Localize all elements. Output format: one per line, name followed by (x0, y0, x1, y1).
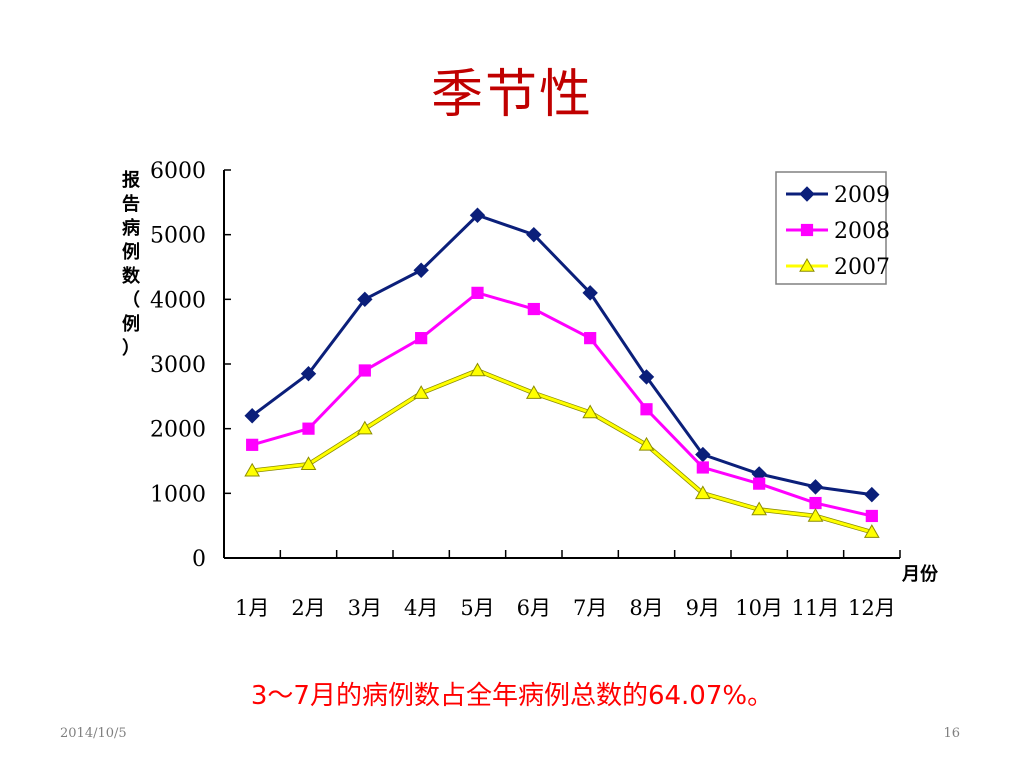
data-point-diamond (582, 285, 598, 301)
x-tick-label: 7月 (573, 596, 607, 620)
x-tick-label: 3月 (348, 596, 382, 620)
page-number: 16 (943, 726, 960, 741)
data-point-triangle (638, 436, 655, 451)
data-point-diamond (526, 226, 542, 243)
footer-date: 2014/10/5 (60, 726, 127, 741)
series-line (251, 368, 873, 534)
data-point-triangle (300, 456, 317, 470)
data-point-square (415, 332, 428, 345)
x-ticks: 1月 2月 3月 4月 5月 6月 7月 8月 9月 10月 11月 12月 (223, 550, 901, 620)
x-tick-label: 8月 (629, 596, 663, 620)
data-point-square (800, 223, 814, 237)
data-point-triangle (694, 485, 711, 500)
data-point-triangle (244, 462, 261, 477)
y-axis-title-char: ） (122, 338, 140, 359)
data-point-triangle (751, 501, 768, 516)
y-tick-label: 3000 (150, 353, 206, 378)
data-point-square (640, 403, 653, 416)
x-axis-title: 月份 (901, 563, 939, 585)
data-point-square (527, 302, 540, 316)
data-point-diamond (799, 186, 815, 202)
y-axis-title-char: 例 (122, 241, 140, 263)
x-tick-label: 2月 (291, 596, 325, 620)
data-point-diamond (469, 207, 486, 223)
data-point-triangle (356, 420, 373, 435)
x-tick-label: 4月 (404, 596, 438, 620)
y-axis-title-char: 病 (122, 217, 140, 239)
slide-title: 季节性 (430, 65, 593, 125)
data-point-diamond (357, 291, 373, 308)
data-point-square (753, 477, 766, 490)
data-point-diamond (413, 262, 429, 278)
legend: 2009 2008 2007 (775, 171, 890, 285)
data-point-triangle (525, 385, 542, 399)
data-point-diamond (864, 486, 880, 503)
data-point-diamond (300, 365, 317, 382)
data-point-square (584, 332, 597, 345)
data-point-square (809, 496, 822, 510)
x-tick-label: 11月 (792, 596, 840, 620)
y-axis-title-char: 告 (122, 193, 140, 215)
legend-label: 2007 (834, 255, 890, 280)
y-axis-title-char: 报 (122, 169, 140, 191)
legend-label: 2009 (834, 183, 890, 208)
legend-label: 2008 (834, 219, 890, 244)
y-tick-label: 2000 (150, 418, 206, 443)
x-tick-label: 1月 (235, 596, 269, 620)
x-tick-label: 10月 (735, 596, 783, 620)
data-point-square (302, 422, 315, 435)
data-point-diamond (807, 479, 824, 495)
data-point-diamond (638, 369, 655, 385)
x-tick-label: 6月 (517, 596, 551, 620)
y-axis-title-char: 例 (122, 313, 140, 335)
data-point-triangle (469, 362, 486, 377)
series-2009 (244, 207, 880, 503)
data-point-square (358, 364, 371, 377)
series-2007 (244, 362, 880, 538)
y-tick-label: 6000 (150, 159, 206, 184)
y-tick-label: 4000 (150, 288, 206, 313)
series-line (251, 213, 873, 497)
data-point-square (865, 509, 878, 523)
series-line (251, 291, 873, 518)
data-point-diamond (244, 408, 260, 424)
data-point-triangle (582, 404, 599, 419)
x-tick-label: 5月 (460, 596, 494, 620)
y-tick-label: 0 (192, 547, 206, 572)
y-tick-label: 1000 (150, 482, 206, 507)
data-point-triangle (807, 507, 824, 522)
series-2008 (246, 286, 878, 523)
y-axis-title-char: （ (122, 290, 140, 311)
data-point-square (696, 461, 709, 474)
data-point-triangle (799, 257, 815, 272)
x-tick-label: 9月 (686, 596, 720, 620)
y-ticks: 0 1000 2000 3000 4000 5000 6000 (150, 159, 231, 572)
data-point-triangle (863, 524, 880, 538)
series-line-outline (251, 368, 873, 535)
data-point-square (246, 438, 259, 451)
series-layer (244, 207, 880, 538)
y-tick-label: 5000 (150, 224, 206, 249)
caption: 3～7月的病例数占全年病例总数的64.07%。 (250, 681, 774, 711)
data-point-triangle (413, 385, 430, 399)
x-tick-label: 12月 (848, 596, 896, 620)
data-point-square (471, 286, 484, 299)
y-axis-title-char: 数 (122, 265, 141, 287)
